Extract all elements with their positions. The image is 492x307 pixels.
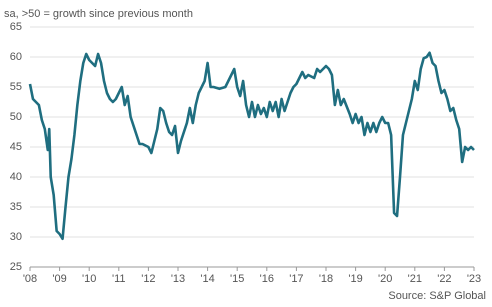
y-tick-label: 55 [10, 81, 22, 93]
y-tick-label: 50 [10, 111, 22, 123]
y-tick-label: 60 [10, 51, 22, 63]
x-tick-label: '08 [23, 273, 37, 285]
x-tick-label: '13 [171, 273, 185, 285]
x-tick-label: '21 [408, 273, 422, 285]
y-tick-label: 40 [10, 171, 22, 183]
y-tick-label: 30 [10, 231, 22, 243]
y-tick-label: 25 [10, 261, 22, 273]
x-tick-label: '12 [141, 273, 155, 285]
x-tick-label: '20 [378, 273, 392, 285]
chart-subtitle: sa, >50 = growth since previous month [4, 8, 193, 20]
x-tick-label: '10 [82, 273, 96, 285]
x-tick-label: '14 [200, 273, 214, 285]
x-tick-label: '18 [319, 273, 333, 285]
x-tick-label: '09 [52, 273, 66, 285]
x-tick-label: '22 [437, 273, 451, 285]
x-tick-label: '16 [260, 273, 274, 285]
y-tick-label: 35 [10, 201, 22, 213]
y-tick-label: 45 [10, 141, 22, 153]
x-tick-label: '17 [289, 273, 303, 285]
source-note: Source: S&P Global [388, 290, 486, 302]
y-tick-label: 65 [10, 21, 22, 33]
x-tick-label: '19 [348, 273, 362, 285]
x-tick-label: '11 [112, 273, 126, 285]
series-line [28, 51, 475, 241]
x-tick-label: '23 [467, 273, 481, 285]
x-tick-label: '15 [230, 273, 244, 285]
